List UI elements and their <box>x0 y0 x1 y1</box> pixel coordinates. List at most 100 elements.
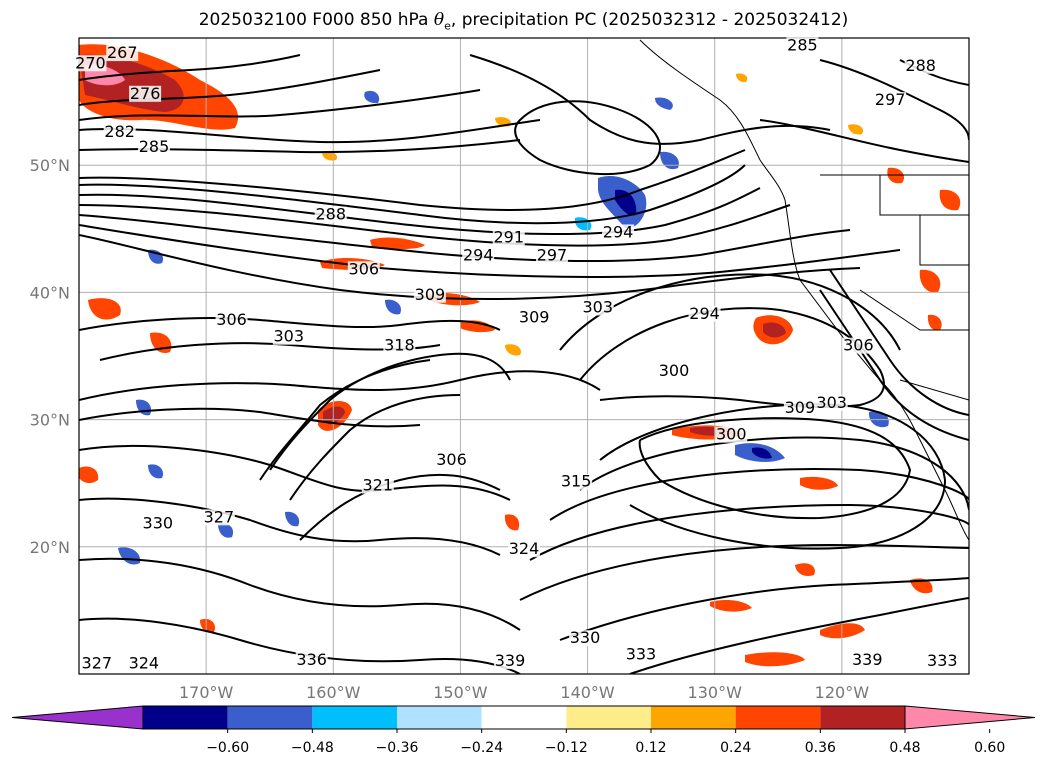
colorbar-segment <box>735 706 821 729</box>
svg-text:303: 303 <box>816 393 847 412</box>
colorbar-segment <box>312 706 397 729</box>
svg-text:306: 306 <box>216 310 247 329</box>
contour-label: 300 <box>715 425 748 444</box>
precip-area <box>364 90 380 104</box>
precip-area <box>763 322 786 338</box>
colorbar-segment <box>566 706 651 729</box>
svg-text:300: 300 <box>659 361 690 380</box>
svg-text:300: 300 <box>716 425 747 444</box>
colorbar-segment <box>143 706 228 729</box>
contour-label: 288 <box>904 56 937 75</box>
svg-text:330: 330 <box>570 628 601 647</box>
longitude-tick-label: 140°W <box>560 683 615 702</box>
colorbar-tick-label: 0.60 <box>974 740 1005 756</box>
map-area <box>79 38 969 674</box>
svg-text:324: 324 <box>129 654 160 673</box>
contour-label: 276 <box>129 84 162 103</box>
contour-line <box>469 54 831 145</box>
colorbar: −0.60 −0.48 −0.36 −0.24 −0.12 0.12 0.24 0.36 0.4… <box>11 705 1036 756</box>
contour-label: 300 <box>658 361 691 380</box>
colorbar-tick-label: 0.24 <box>720 740 751 756</box>
precip-area <box>927 314 942 331</box>
contour-line <box>79 69 381 106</box>
svg-text:294: 294 <box>689 304 720 323</box>
contour-line <box>79 89 481 121</box>
contour-label: 333 <box>926 651 959 670</box>
contour-line <box>599 403 947 550</box>
svg-text:327: 327 <box>82 654 113 673</box>
colorbar-tick-label: 0.48 <box>889 740 920 756</box>
coastline <box>639 39 969 541</box>
chart-title: 2025032100 F000 850 hPa θe, precipitatio… <box>198 10 849 33</box>
precip-area <box>820 623 865 639</box>
svg-text:309: 309 <box>785 398 816 417</box>
colorbar-tick-label: 0.36 <box>805 740 836 756</box>
precip-area <box>218 523 234 538</box>
contour-line <box>259 359 431 481</box>
contour-label: 318 <box>383 336 416 355</box>
svg-text:306: 306 <box>349 259 380 278</box>
svg-text:306: 306 <box>436 450 467 469</box>
contour-line <box>549 468 969 521</box>
latitude-tick-label: 50°N <box>30 156 70 175</box>
theta-e-contours <box>79 54 969 674</box>
contour-label: 297 <box>535 245 568 264</box>
contour-line <box>79 407 421 428</box>
svg-text:315: 315 <box>561 472 592 491</box>
contour-line <box>629 597 969 674</box>
svg-text:297: 297 <box>537 245 568 264</box>
contour-label: 306 <box>347 259 380 278</box>
contour-line <box>79 187 761 236</box>
contour-label: 294 <box>688 304 721 323</box>
precip-area <box>795 563 815 576</box>
precip-area <box>79 466 99 484</box>
contour-line <box>269 352 511 471</box>
contour-label: 324 <box>508 539 540 558</box>
svg-text:267: 267 <box>107 43 138 62</box>
longitude-tick-label: 120°W <box>815 683 870 702</box>
svg-text:294: 294 <box>603 222 634 241</box>
svg-text:333: 333 <box>626 645 657 664</box>
contour-label: 270 <box>74 53 107 72</box>
precip-area <box>848 124 864 135</box>
svg-text:285: 285 <box>787 35 818 54</box>
precip-area <box>939 189 961 211</box>
svg-text:282: 282 <box>104 122 135 141</box>
colorbar-segment <box>820 706 905 729</box>
colorbar-extend-high <box>904 705 1036 730</box>
precip-area <box>285 511 300 527</box>
latitude-tick-label: 30°N <box>30 411 70 430</box>
contour-line <box>829 269 969 416</box>
contour-line <box>299 473 501 541</box>
svg-text:339: 339 <box>852 650 883 669</box>
contour-label: 309 <box>783 398 816 417</box>
contour-label: 339 <box>851 650 884 669</box>
colorbar-tick-label: −0.36 <box>376 740 419 756</box>
contour-label: 330 <box>569 628 602 647</box>
latitude-tick-label: 20°N <box>30 538 70 557</box>
contour-line <box>759 119 969 163</box>
longitude-labels: 170°W 160°W 150°W 140°W 130°W 120°W <box>179 683 869 702</box>
contour-line <box>529 503 969 561</box>
contour-line <box>514 100 661 175</box>
contour-label: 336 <box>295 650 328 669</box>
precip-area <box>887 167 905 184</box>
longitude-tick-label: 160°W <box>306 683 361 702</box>
svg-text:333: 333 <box>927 651 958 670</box>
map-frame <box>78 37 970 675</box>
contour-line <box>819 59 969 141</box>
longitude-tick-label: 150°W <box>433 683 488 702</box>
contour-label: 282 <box>103 122 136 141</box>
precip-area <box>88 298 121 320</box>
svg-text:306: 306 <box>843 336 874 355</box>
contour-label: 297 <box>874 90 907 109</box>
svg-text:285: 285 <box>139 137 170 156</box>
precip-area <box>505 344 521 356</box>
precip-area <box>736 73 748 83</box>
precip-area <box>370 237 425 250</box>
longitude-tick-label: 170°W <box>179 683 234 702</box>
contour-line <box>79 149 746 211</box>
contour-line <box>79 557 521 631</box>
